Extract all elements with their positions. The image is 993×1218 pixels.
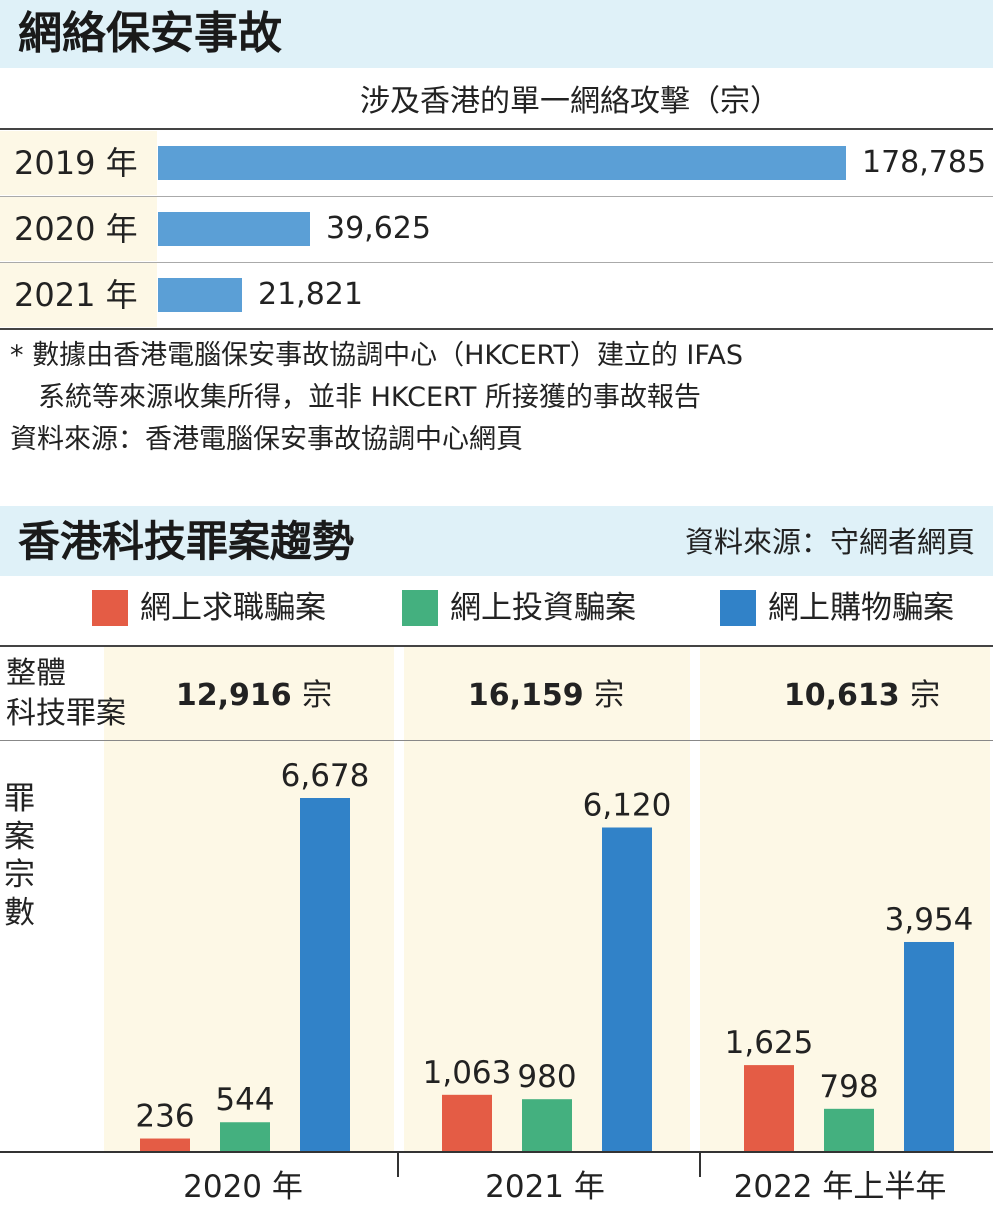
x-category-label-2: 2022 年上半年 — [734, 1169, 947, 1205]
total-2021: 16,159 宗 — [396, 670, 696, 714]
totals-label-line1: 整體 — [6, 656, 66, 691]
hbar-2019 — [158, 146, 846, 180]
totals-label-line2: 科技罪案 — [6, 696, 126, 731]
section2-source: 資料來源：守網者網頁 — [684, 525, 975, 559]
bar-2-0 — [300, 798, 350, 1151]
hbar-2020 — [158, 212, 310, 246]
total-2021-unit: 宗 — [594, 678, 625, 713]
bar-1-0 — [220, 1122, 270, 1151]
bar-label-1-2: 798 — [819, 1069, 878, 1105]
section2-title: 香港科技罪案趨勢 — [18, 517, 355, 566]
table-top-rule — [0, 128, 993, 130]
grouped-bar-svg: 236 1,063 1,625 544 980 798 6,678 6,120 3,954 202… — [0, 758, 993, 1205]
total-2020-num: 12,916 — [175, 678, 292, 713]
footnote-line2: 系統等來源收集所得，並非 HKCERT 所接獲的事故報告 — [38, 382, 701, 413]
hbar-value-2021: 21,821 — [258, 277, 363, 312]
total-2022-num: 10,613 — [783, 678, 900, 713]
bar-2-2 — [904, 941, 954, 1151]
totals-bottom-rule — [0, 740, 993, 741]
bar-label-0-1: 1,063 — [423, 1055, 512, 1091]
legend-label-invest: 網上投資騙案 — [450, 590, 636, 626]
total-2020-unit: 宗 — [302, 678, 333, 713]
bar-0-0 — [140, 1138, 190, 1151]
total-2022-unit: 宗 — [910, 678, 941, 713]
section1-title: 網絡保安事故 — [18, 8, 282, 59]
bar-label-1-1: 980 — [517, 1059, 576, 1095]
bar-2-1 — [602, 827, 652, 1151]
bar-label-0-2: 1,625 — [725, 1025, 814, 1061]
year-cell-2020: 2020 年 — [0, 197, 157, 261]
bar-0-2 — [744, 1065, 794, 1151]
footnote-line1: * 數據由香港電腦保安事故協調中心（HKCERT）建立的 IFAS — [10, 340, 744, 371]
section1-subtitle: 涉及香港的單一網絡攻擊（宗） — [360, 84, 780, 119]
total-2020: 12,916 宗 — [104, 670, 404, 714]
table-bottom-rule — [0, 328, 993, 330]
legend-swatch-invest — [402, 590, 438, 626]
x-category-label-1: 2021 年 — [485, 1169, 605, 1205]
bar-label-2-1: 6,120 — [583, 787, 672, 823]
hbar-2021 — [158, 278, 242, 312]
legend-swatch-shopping — [720, 590, 756, 626]
bar-label-1-0: 544 — [215, 1082, 274, 1118]
bar-0-1 — [442, 1094, 492, 1151]
hbar-value-2020: 39,625 — [326, 211, 431, 246]
bar-label-2-2: 3,954 — [885, 902, 974, 938]
legend-label-shopping: 網上購物騙案 — [768, 590, 954, 626]
bar-label-0-0: 236 — [135, 1099, 194, 1135]
totals-label: 整體 科技罪案 — [6, 654, 126, 734]
legend-swatch-job — [92, 590, 128, 626]
bar-1-1 — [522, 1099, 572, 1151]
x-category-label-0: 2020 年 — [183, 1169, 303, 1205]
source-note: 資料來源：香港電腦保安事故協調中心網頁 — [10, 424, 523, 455]
legend-label-job: 網上求職騙案 — [140, 590, 326, 626]
year-cell-2019: 2019 年 — [0, 131, 157, 195]
total-2021-num: 16,159 — [467, 678, 584, 713]
total-2022: 10,613 宗 — [712, 670, 993, 714]
section2-title-bar: 香港科技罪案趨勢 資料來源：守網者網頁 — [0, 506, 993, 576]
bar-label-2-0: 6,678 — [281, 758, 370, 794]
year-cell-2021: 2021 年 — [0, 263, 157, 327]
bar-1-2 — [824, 1108, 874, 1151]
grouped-bar-chart: 236 1,063 1,625 544 980 798 6,678 6,120 3,954 202… — [0, 740, 993, 1214]
row-divider — [0, 262, 993, 263]
row-divider — [0, 196, 993, 197]
section1-title-bar: 網絡保安事故 — [0, 0, 993, 68]
totals-top-rule — [0, 645, 993, 647]
hbar-value-2019: 178,785 — [862, 145, 987, 180]
y-axis-label: 罪案宗數 — [4, 781, 35, 931]
